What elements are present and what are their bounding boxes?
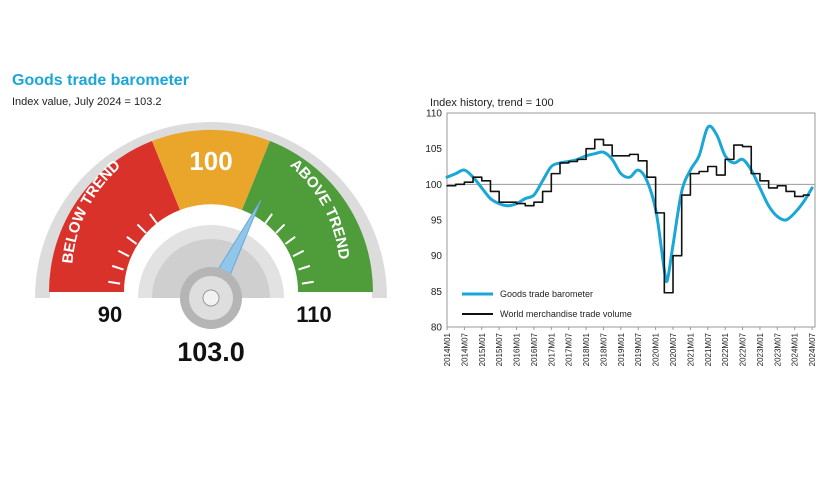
x-tick-label: 2015M07 — [495, 332, 504, 366]
gauge-min-label: 90 — [98, 302, 122, 327]
gauge-max-label: 110 — [296, 302, 332, 327]
gauge-tick — [264, 213, 273, 225]
gauge-below-trend-band — [48, 141, 180, 292]
x-tick-label: 2020M01 — [652, 332, 661, 366]
x-tick-label: 2023M07 — [773, 332, 782, 366]
gauge-readout: 103.0 — [177, 337, 245, 367]
series-line-trade-volume — [446, 138, 811, 294]
chart-caption: Index history, trend = 100 — [430, 97, 554, 109]
gauge-tick — [292, 249, 305, 258]
gauge-tick — [108, 280, 121, 285]
x-tick-label: 2019M01 — [617, 332, 626, 366]
x-tick-label: 2022M07 — [739, 332, 748, 366]
y-tick-label: 80 — [431, 323, 443, 334]
x-tick-label: 2016M07 — [530, 332, 539, 366]
x-tick-label: 2023M01 — [756, 332, 765, 366]
gauge-tick — [126, 236, 138, 245]
gauge-tick — [111, 264, 124, 271]
gauge-subtitle: Index value, July 2024 = 103.2 — [12, 96, 162, 108]
legend-label-trade-volume: World merchandise trade volume — [500, 309, 632, 319]
gauge-title: Goods trade barometer — [12, 72, 189, 89]
x-tick-label: 2022M01 — [721, 332, 730, 366]
gauge-tick — [149, 213, 158, 225]
y-tick-label: 85 — [431, 287, 443, 298]
x-tick-label: 2018M07 — [599, 332, 608, 366]
y-tick-label: 100 — [425, 180, 442, 191]
gauge-hub-center — [202, 289, 220, 307]
x-tick-label: 2021M07 — [704, 332, 713, 366]
x-tick-label: 2017M07 — [565, 332, 574, 366]
x-axis-ticks: 2014M01 2014M07 2015M01 2015M07 2016M01 2016M… — [443, 327, 817, 366]
gauge-tick — [136, 223, 147, 234]
gauge-100-label: 100 — [189, 146, 232, 176]
y-axis-ticks: 80 85 90 95 100 105 110 — [425, 109, 442, 334]
y-tick-label: 105 — [425, 144, 442, 155]
plot-frame — [446, 112, 816, 328]
gauge-tick — [117, 249, 130, 258]
x-tick-label: 2018M01 — [582, 332, 591, 366]
x-tick-label: 2024M01 — [791, 332, 800, 366]
gauge-tick — [301, 280, 314, 285]
x-tick-label: 2014M07 — [460, 332, 469, 366]
gauge-tick — [298, 264, 311, 271]
x-tick-label: 2016M01 — [513, 332, 522, 366]
x-tick-label: 2015M01 — [478, 332, 487, 366]
gauge-tick — [275, 223, 286, 234]
x-tick-label: 2024M07 — [808, 332, 817, 366]
gauge-tick — [284, 236, 296, 245]
gauge-above-trend-band — [242, 141, 374, 292]
x-tick-label: 2021M01 — [686, 332, 695, 366]
series-layer — [445, 124, 814, 294]
y-tick-label: 90 — [431, 251, 443, 262]
legend-label-barometer: Goods trade barometer — [500, 289, 593, 299]
x-tick-label: 2019M07 — [634, 332, 643, 366]
x-tick-label: 2014M01 — [443, 332, 452, 366]
y-tick-label: 110 — [426, 109, 442, 120]
y-tick-label: 95 — [431, 216, 443, 227]
gauge-tick-marks — [108, 213, 314, 285]
series-line-barometer — [445, 124, 814, 284]
x-tick-label: 2020M07 — [669, 332, 678, 366]
x-tick-label: 2017M01 — [547, 332, 556, 366]
gauge-mid-band — [152, 129, 270, 210]
chart-legend: Goods trade barometer World merchandise … — [462, 289, 632, 319]
